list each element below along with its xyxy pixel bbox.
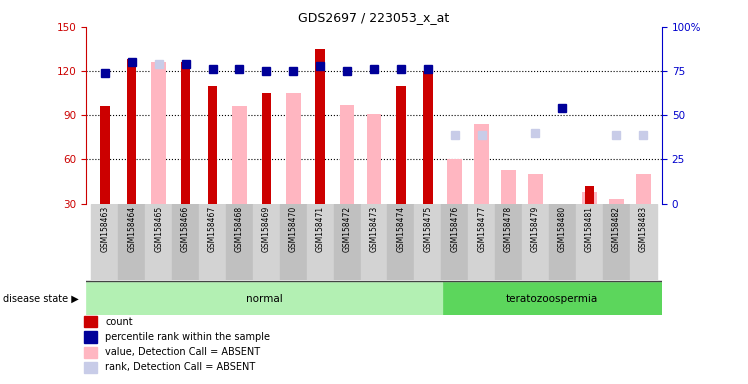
Bar <box>127 59 136 204</box>
Bar <box>414 204 441 280</box>
Text: GSM158479: GSM158479 <box>531 206 540 252</box>
Text: GSM158470: GSM158470 <box>289 206 298 252</box>
Text: GSM158465: GSM158465 <box>154 206 163 252</box>
Bar <box>145 204 172 280</box>
Bar <box>307 204 334 280</box>
Bar <box>576 204 603 280</box>
Bar <box>636 174 651 204</box>
Bar <box>474 124 489 204</box>
Text: GSM158467: GSM158467 <box>208 206 217 252</box>
Text: normal: normal <box>246 294 283 304</box>
Text: GSM158466: GSM158466 <box>181 206 190 252</box>
Bar <box>423 71 432 204</box>
Bar <box>91 204 118 280</box>
Bar <box>501 170 516 204</box>
Bar <box>316 49 325 204</box>
Bar <box>361 204 387 280</box>
Text: GSM158468: GSM158468 <box>235 206 244 252</box>
Bar <box>609 199 624 204</box>
Bar <box>262 93 271 204</box>
Bar <box>85 316 97 327</box>
Text: GSM158463: GSM158463 <box>100 206 109 252</box>
Bar <box>232 106 247 204</box>
Text: GSM158472: GSM158472 <box>343 206 352 252</box>
Bar <box>528 174 543 204</box>
Bar <box>151 62 166 204</box>
Text: value, Detection Call = ABSENT: value, Detection Call = ABSENT <box>105 347 260 357</box>
Bar <box>286 93 301 204</box>
Text: GSM158481: GSM158481 <box>585 206 594 252</box>
Bar <box>181 62 190 204</box>
Bar <box>85 331 97 343</box>
Bar <box>334 204 361 280</box>
Text: GSM158471: GSM158471 <box>316 206 325 252</box>
Bar <box>396 86 405 204</box>
Bar <box>208 86 217 204</box>
Bar <box>85 347 97 358</box>
Text: GSM158473: GSM158473 <box>370 206 378 252</box>
Bar <box>585 186 594 204</box>
Bar <box>118 204 145 280</box>
Bar <box>280 204 307 280</box>
Title: GDS2697 / 223053_x_at: GDS2697 / 223053_x_at <box>298 11 450 24</box>
Bar <box>253 204 280 280</box>
Bar <box>86 282 443 315</box>
Text: count: count <box>105 317 132 327</box>
Bar <box>443 282 662 315</box>
Bar <box>468 204 495 280</box>
Bar <box>226 204 253 280</box>
Bar <box>100 106 109 204</box>
Text: GSM158475: GSM158475 <box>423 206 432 252</box>
Bar <box>603 204 630 280</box>
Bar <box>582 192 597 204</box>
Bar <box>441 204 468 280</box>
Text: GSM158469: GSM158469 <box>262 206 271 252</box>
Bar <box>199 204 226 280</box>
Bar <box>447 159 462 204</box>
Text: GSM158483: GSM158483 <box>639 206 648 252</box>
Text: rank, Detection Call = ABSENT: rank, Detection Call = ABSENT <box>105 362 255 372</box>
Bar <box>367 114 381 204</box>
Bar <box>630 204 657 280</box>
Text: disease state ▶: disease state ▶ <box>3 294 79 304</box>
Text: GSM158478: GSM158478 <box>504 206 513 252</box>
Text: teratozoospermia: teratozoospermia <box>506 294 598 304</box>
Text: GSM158474: GSM158474 <box>396 206 405 252</box>
Bar <box>85 362 97 373</box>
Text: GSM158482: GSM158482 <box>612 206 621 252</box>
Text: GSM158477: GSM158477 <box>477 206 486 252</box>
Text: GSM158464: GSM158464 <box>127 206 136 252</box>
Bar <box>172 204 199 280</box>
Text: GSM158476: GSM158476 <box>450 206 459 252</box>
Bar <box>522 204 549 280</box>
Bar <box>340 105 355 204</box>
Bar <box>387 204 414 280</box>
Bar <box>495 204 522 280</box>
Text: percentile rank within the sample: percentile rank within the sample <box>105 332 270 342</box>
Text: GSM158480: GSM158480 <box>558 206 567 252</box>
Bar <box>549 204 576 280</box>
